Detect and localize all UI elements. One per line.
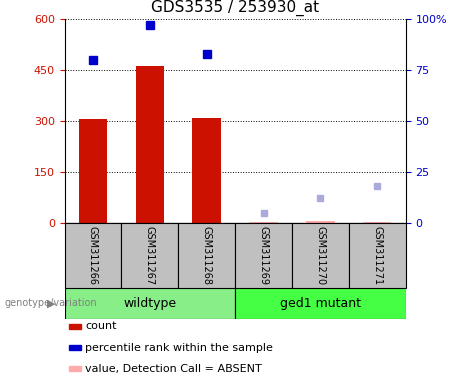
FancyBboxPatch shape xyxy=(235,223,292,288)
Text: wildtype: wildtype xyxy=(123,297,177,310)
Text: genotype/variation: genotype/variation xyxy=(5,298,97,308)
Bar xyxy=(363,222,391,223)
Bar xyxy=(249,222,278,223)
Text: GSM311267: GSM311267 xyxy=(145,226,155,285)
Text: GSM311266: GSM311266 xyxy=(88,226,98,285)
Text: GSM311268: GSM311268 xyxy=(201,226,212,285)
Bar xyxy=(65,288,235,319)
Bar xyxy=(136,66,164,223)
Bar xyxy=(79,119,107,223)
Bar xyxy=(306,221,335,223)
Text: GSM311269: GSM311269 xyxy=(259,226,269,285)
Text: GSM311271: GSM311271 xyxy=(372,226,382,285)
Title: GDS3535 / 253930_at: GDS3535 / 253930_at xyxy=(151,0,319,17)
FancyBboxPatch shape xyxy=(292,223,349,288)
Text: GSM311270: GSM311270 xyxy=(315,226,325,285)
FancyBboxPatch shape xyxy=(65,223,121,288)
Text: ▶: ▶ xyxy=(47,298,55,308)
FancyBboxPatch shape xyxy=(349,223,406,288)
Bar xyxy=(193,118,221,223)
Text: ged1 mutant: ged1 mutant xyxy=(280,297,361,310)
FancyBboxPatch shape xyxy=(121,223,178,288)
Text: percentile rank within the sample: percentile rank within the sample xyxy=(85,343,273,353)
FancyBboxPatch shape xyxy=(178,223,235,288)
Bar xyxy=(235,288,406,319)
Text: count: count xyxy=(85,321,117,331)
Text: value, Detection Call = ABSENT: value, Detection Call = ABSENT xyxy=(85,364,262,374)
